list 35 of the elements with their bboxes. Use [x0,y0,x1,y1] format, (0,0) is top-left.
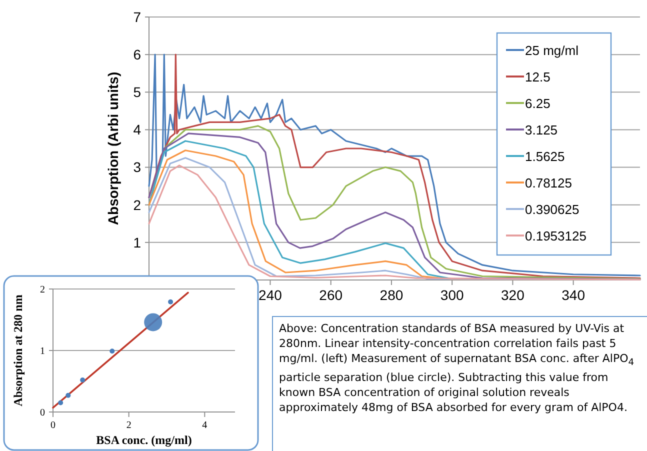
y-tick-label: 3 [133,159,142,176]
y-tick-label: 5 [133,84,142,100]
y-tick-label: 7 [133,8,142,25]
legend-label: 3.125 [525,122,558,138]
y-tick-label: 4 [133,122,142,138]
legend-label: 1.5625 [525,149,565,164]
x-tick-label: 300 [440,287,464,303]
text: Above: Concentration standards of BSA measured by UV-Vis at 280nm. Linear intensity-concentration correlation fails past 5 mg/ml. (left) Measurement of supernatant BSA conc. after AlPO$_{4}$ particle separation (blue circle). Subtracting this value from known BSA concentration of original solution reveals approximately 48mg of BSA absorbed for every gram of AlPO4. [279,322,634,414]
point [80,378,86,383]
legend-label: 0.1953125 [525,228,586,244]
x-tick-label: 240 [258,287,282,303]
point [168,299,174,304]
legend-label: 6.25 [525,96,550,111]
y-axis-title: Absorption (Arbi units) [105,72,121,226]
x-tick-label: 4 [202,420,208,431]
legend-label: 12.5 [525,70,550,84]
x-tick-label: 2 [126,420,132,431]
legend-label: 0.78125 [525,176,572,190]
legend-label: 25 mg/ml [525,43,579,58]
x-tick-label: 0 [50,420,56,431]
x-axis-title: BSA conc. (mg/ml) [96,433,192,447]
point [110,348,115,354]
x-tick-label: 320 [501,287,525,303]
x-tick-label: 280 [380,287,404,303]
point [66,392,71,398]
y-axis-title: Absorption at 280 nm [11,294,25,406]
point [58,400,64,406]
y-tick-label: 1 [133,234,142,250]
y-tick-label: 0 [40,408,45,418]
y-tick-label: 1 [40,346,45,357]
y-tick-label: 2 [133,196,142,213]
y-tick-label: 6 [133,46,142,62]
legend-label: 0.390625 [525,202,580,217]
x-tick-label: 260 [319,287,343,303]
x-tick-label: 340 [562,287,586,303]
